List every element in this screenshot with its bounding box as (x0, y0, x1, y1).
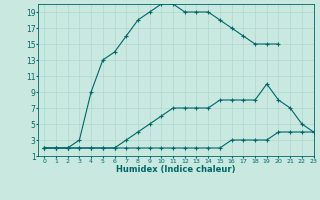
X-axis label: Humidex (Indice chaleur): Humidex (Indice chaleur) (116, 165, 236, 174)
